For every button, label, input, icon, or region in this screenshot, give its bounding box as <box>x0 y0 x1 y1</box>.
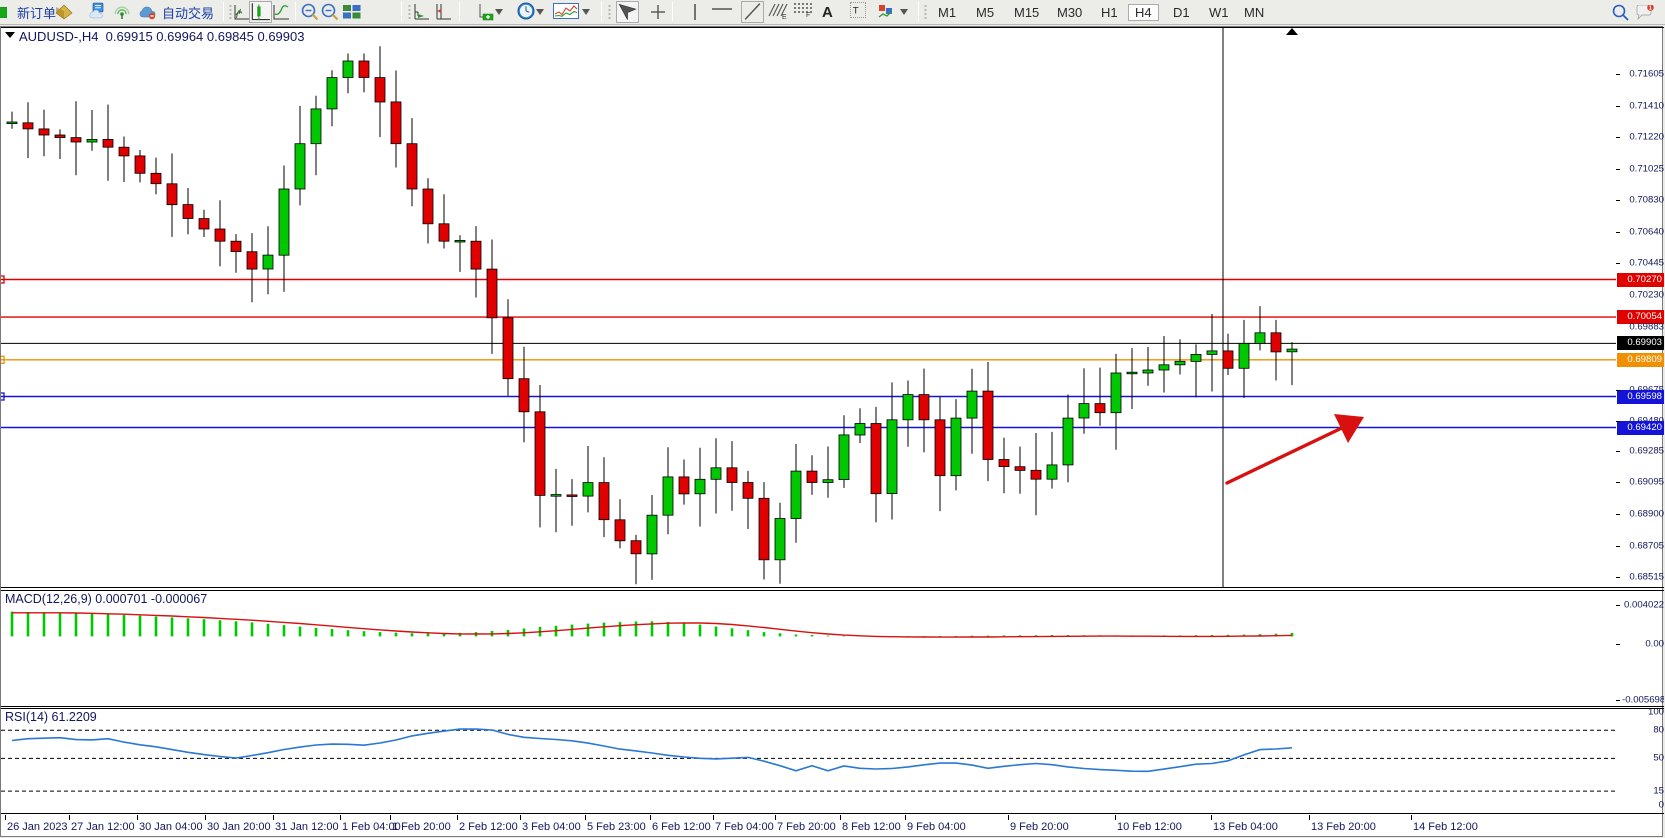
svg-text:1: 1 <box>1649 6 1652 12</box>
svg-text:E: E <box>782 14 787 20</box>
svg-text:T: T <box>853 6 859 17</box>
svg-text:F: F <box>806 12 810 17</box>
